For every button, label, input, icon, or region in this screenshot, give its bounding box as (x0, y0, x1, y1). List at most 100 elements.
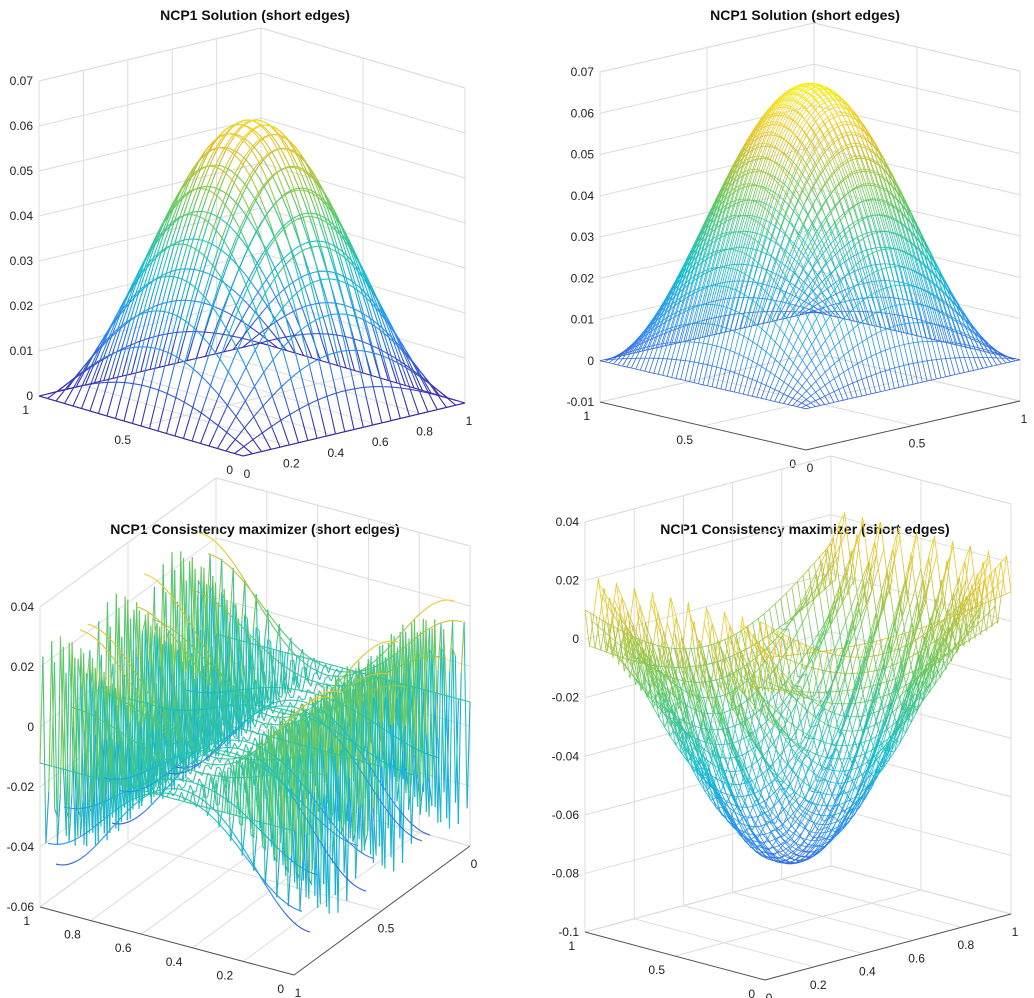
mesh-line (205, 240, 213, 245)
mesh-line (946, 312, 953, 329)
mesh-line (739, 163, 746, 169)
mesh-line (266, 338, 273, 345)
mesh-line (765, 165, 772, 182)
mesh-line (793, 89, 800, 96)
mesh-line (331, 351, 338, 355)
mesh-line (773, 312, 780, 330)
mesh-line (287, 408, 294, 426)
mesh-line (302, 170, 309, 175)
mesh-line (131, 291, 138, 298)
mesh-line (76, 368, 83, 377)
mesh-line (166, 227, 173, 244)
mesh-line (161, 246, 168, 251)
mesh-line (954, 355, 960, 374)
mesh-line (654, 340, 661, 357)
mesh-line (234, 150, 241, 155)
mesh-line (227, 208, 234, 224)
mesh-line (146, 379, 153, 403)
mesh-line (199, 355, 206, 359)
mesh-line (429, 391, 435, 395)
mesh-line (145, 426, 152, 430)
mesh-line (759, 296, 766, 316)
mesh-line (148, 405, 156, 429)
mesh-line (234, 145, 241, 156)
mesh-line (702, 361, 709, 385)
mesh-line (892, 292, 899, 313)
mesh-line (765, 278, 772, 297)
mesh-line (270, 172, 277, 185)
mesh-line (666, 356, 673, 377)
y-tick-label: 0.5 (114, 433, 131, 447)
mesh-line (787, 103, 794, 113)
mesh-line (301, 185, 308, 201)
mesh-line (297, 367, 305, 373)
mesh-line (757, 245, 764, 265)
mesh-line (103, 355, 109, 359)
mesh-line (286, 221, 293, 228)
mesh-line (200, 173, 207, 188)
mesh-line (86, 379, 94, 394)
mesh-line (695, 314, 702, 337)
mesh-line (300, 325, 307, 331)
mesh-line (285, 319, 293, 339)
mesh-line (340, 259, 347, 278)
mesh-line (114, 339, 122, 359)
mesh-line (275, 309, 282, 318)
mesh-line (761, 167, 768, 184)
mesh-line (106, 324, 113, 334)
mesh-line (257, 188, 263, 198)
mesh-line (286, 349, 292, 353)
mesh-line (266, 281, 274, 291)
mesh-line (830, 134, 837, 147)
mesh-line (375, 304, 382, 313)
mesh-line (869, 169, 876, 172)
mesh-line (801, 237, 808, 246)
mesh-line (300, 242, 306, 247)
mesh-line (322, 360, 328, 364)
mesh-line (370, 351, 377, 355)
mesh-line (193, 308, 201, 329)
mesh-line (338, 224, 345, 240)
mesh-line (773, 102, 780, 112)
mesh-line (816, 110, 822, 117)
mesh-line (327, 272, 334, 293)
mesh-line (254, 125, 261, 129)
mesh-line (408, 369, 416, 374)
mesh-line (675, 357, 682, 379)
mesh-line (149, 346, 155, 349)
mesh-line (333, 249, 340, 254)
mesh-line (97, 394, 105, 414)
mesh-line (221, 350, 228, 353)
mesh-line (228, 419, 235, 430)
mesh-line (740, 212, 747, 232)
mesh-line (409, 367, 416, 373)
mesh-line (762, 345, 769, 363)
mesh-line (230, 314, 237, 329)
mesh-line (236, 120, 243, 125)
mesh-line (349, 254, 356, 272)
mesh-line (412, 389, 418, 392)
mesh-line (297, 287, 304, 293)
mesh-line (341, 280, 349, 285)
mesh-line (222, 280, 229, 290)
mesh-line (211, 225, 218, 232)
mesh-line (194, 168, 201, 173)
mesh-line (390, 365, 398, 384)
mesh-line (938, 323, 945, 343)
mesh-line (276, 346, 282, 350)
mesh-line (290, 144, 297, 154)
mesh-line (723, 295, 730, 318)
mesh-line (207, 444, 213, 448)
mesh-line (104, 341, 111, 356)
mesh-line (143, 262, 150, 278)
mesh-line (851, 131, 857, 134)
mesh-line (298, 238, 305, 258)
mesh-line (266, 359, 274, 368)
mesh-line (242, 124, 249, 128)
mesh-line (825, 114, 832, 119)
mesh-line (326, 236, 333, 255)
mesh-line (181, 214, 189, 233)
mesh-line (788, 172, 794, 179)
mesh-line (245, 440, 252, 446)
mesh-line (267, 252, 274, 265)
